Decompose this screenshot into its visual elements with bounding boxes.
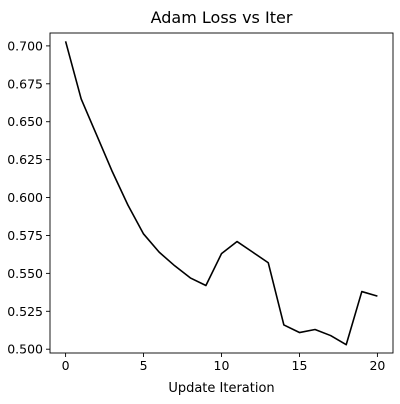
chart-title: Adam Loss vs Iter: [151, 8, 293, 27]
x-tick-label: 10: [214, 358, 230, 373]
y-tick-label: 0.625: [7, 152, 43, 167]
y-tick-label: 0.575: [7, 228, 43, 243]
y-tick-label: 0.600: [7, 190, 43, 205]
x-axis-label: Update Iteration: [168, 381, 274, 396]
y-tick-label: 0.700: [7, 38, 43, 53]
y-tick-label: 0.650: [7, 114, 43, 129]
x-tick-label: 20: [369, 358, 385, 373]
y-tick-label: 0.500: [7, 342, 43, 357]
y-tick-label: 0.675: [7, 76, 43, 91]
plot-area: 0 5 10 15 20 0.500 0.525 0.550 0.575 0.600 0.625 0.…: [7, 32, 394, 373]
x-tick-label: 5: [140, 358, 148, 373]
x-tick-label: 0: [62, 358, 70, 373]
y-tick-label: 0.550: [7, 266, 43, 281]
x-tick-label: 15: [292, 358, 308, 373]
y-tick-label: 0.525: [7, 304, 43, 319]
series-line-0: [64, 41, 378, 346]
